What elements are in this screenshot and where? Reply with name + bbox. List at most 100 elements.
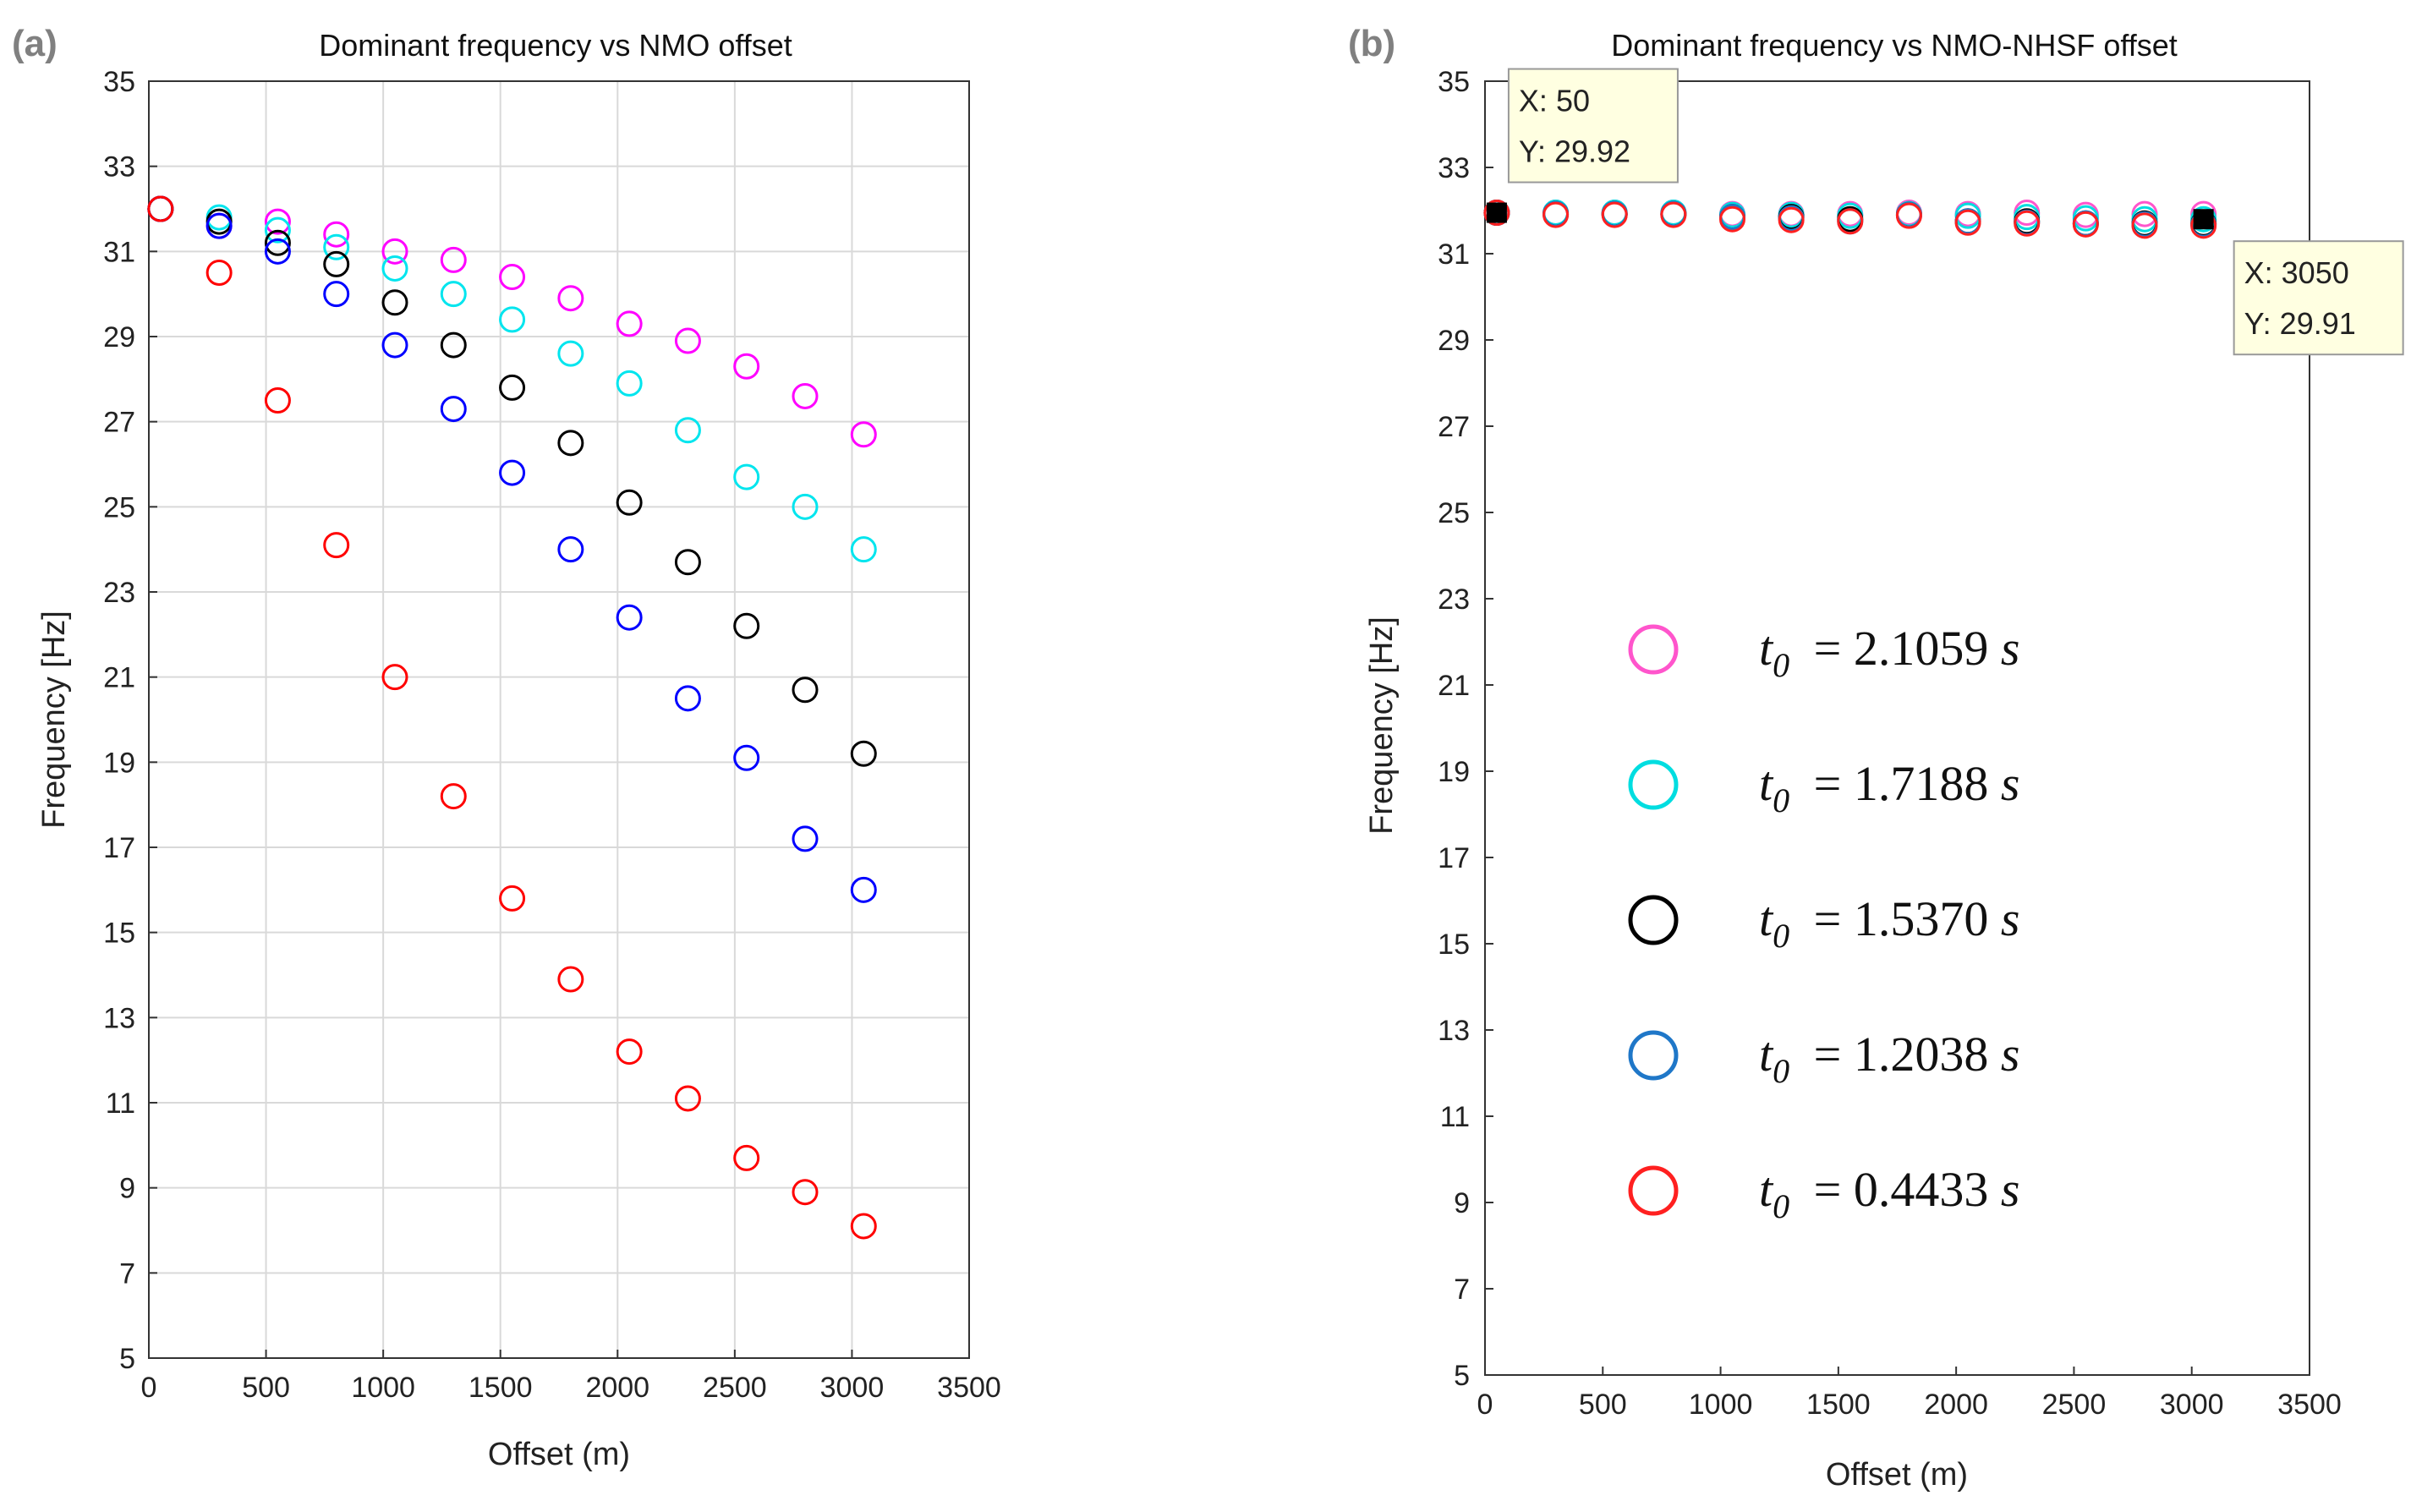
datatip-box [2233,240,2404,356]
y-tick-label: 31 [103,236,135,268]
data-point [733,612,760,639]
data-point [733,463,760,490]
x-tick-label: 2500 [2042,1389,2107,1421]
data-point [850,1213,877,1240]
y-tick-label: 9 [1454,1187,1470,1219]
panel-b-points [1483,200,2217,239]
data-point [1895,202,1922,229]
y-tick-label: 9 [119,1173,135,1205]
data-point [264,387,291,414]
data-point [440,783,467,810]
data-point [381,664,408,691]
data-point [205,212,233,239]
data-point [440,396,467,423]
data-point [792,493,819,520]
data-point [616,1038,643,1066]
y-tick-label: 13 [1438,1015,1470,1047]
data-point [850,421,877,448]
data-point [733,744,760,771]
datatip-x-text: X: 3050 [2244,255,2349,290]
data-point [440,246,467,273]
datatip-y-text: Y: 29.92 [1519,134,1630,169]
panel-a-label: (a) [12,23,58,64]
legend-entry-label: t0 = 0.4433 s [1759,1162,2019,1225]
datatip-marker[interactable] [2193,209,2214,230]
data-point [381,289,408,316]
panel-b: (b) Dominant frequency vs NMO-NHSF offse… [1348,23,2404,1493]
panel-b-plot-area [1484,80,2310,1376]
y-tick-label: 25 [1438,497,1470,529]
panel-b-legend: t0 = 2.1059 s t0 = 1.7188 s t0 = 1.5370 s t… [1628,621,2019,1225]
panel-a-points [147,195,877,1240]
data-point [733,1144,760,1171]
data-point [792,677,819,704]
panel-b-y-label: Frequency [Hz] [1364,616,1400,835]
y-tick-label: 19 [103,747,135,779]
data-point [1601,201,1628,228]
panel-b-datatips: X: 50 Y: 29.92 X: 3050 Y: 29.91 [1486,68,2404,356]
panel-b-label: (b) [1348,23,1395,64]
y-tick-label: 23 [1438,583,1470,616]
data-point [557,430,584,457]
data-point [674,327,701,354]
data-point [674,417,701,444]
panel-a-title: Dominant frequency vs NMO offset [319,28,792,63]
x-tick-label: 0 [1477,1389,1493,1421]
data-point [557,285,584,312]
data-point [2072,211,2099,238]
data-point [850,536,877,563]
legend-marker [1628,624,1679,675]
y-tick-label: 33 [1438,152,1470,184]
x-tick-label: 3500 [2277,1389,2342,1421]
x-tick-label: 2000 [585,1372,649,1404]
y-tick-label: 7 [119,1257,135,1290]
data-point [499,306,526,333]
data-point [674,685,701,712]
data-point [2131,212,2158,239]
panel-a-plot-area [148,80,970,1359]
y-tick-label: 5 [1454,1360,1470,1392]
y-tick-label: 33 [103,151,135,184]
data-point [264,238,291,265]
data-point [850,740,877,767]
y-tick-label: 25 [103,491,135,523]
data-point [381,331,408,359]
x-tick-label: 1500 [469,1372,533,1404]
data-point [792,825,819,852]
data-point [616,604,643,631]
data-point [323,233,350,260]
data-point [323,221,350,248]
data-point [792,382,819,409]
panel-b-x-label: Offset (m) [1826,1457,1968,1493]
data-point [616,370,643,397]
data-point [1719,205,1745,233]
x-tick-label: 500 [1579,1389,1627,1421]
y-tick-label: 35 [1438,66,1470,98]
y-tick-label: 13 [103,1002,135,1034]
panel-a-x-label: Offset (m) [488,1437,630,1472]
panel-b-title: Dominant frequency vs NMO-NHSF offset [1611,28,2178,63]
x-tick-label: 2000 [1924,1389,1988,1421]
legend-entry-label: t0 = 1.2038 s [1759,1027,2019,1090]
panel-b-x-ticks: 0 500 1000 1500 2000 2500 3000 3500 [1477,1367,2342,1421]
panel-b-y-ticks: 5 7 9 11 13 15 17 19 21 23 25 27 29 31 33 35 [1438,66,1493,1392]
data-point [674,1085,701,1112]
data-point [499,885,526,912]
data-point [499,374,526,401]
y-tick-label: 29 [103,321,135,353]
y-tick-label: 27 [103,407,135,439]
panel-a-y-label: Frequency [Hz] [36,611,72,829]
legend-marker [1628,1030,1679,1081]
panel-a: (a) Dominant frequency vs NMO offset 0 50… [12,23,1001,1472]
data-point [792,1179,819,1206]
x-tick-label: 2500 [703,1372,767,1404]
data-point [205,260,233,286]
datatip-marker[interactable] [1486,202,1507,223]
y-tick-label: 29 [1438,325,1470,357]
data-point [381,238,408,265]
panel-a-x-ticks: 0 500 1000 1500 2000 2500 3000 3500 [141,1350,1001,1404]
data-point [616,489,643,516]
data-point [1837,208,1864,235]
x-tick-label: 3000 [820,1372,885,1404]
